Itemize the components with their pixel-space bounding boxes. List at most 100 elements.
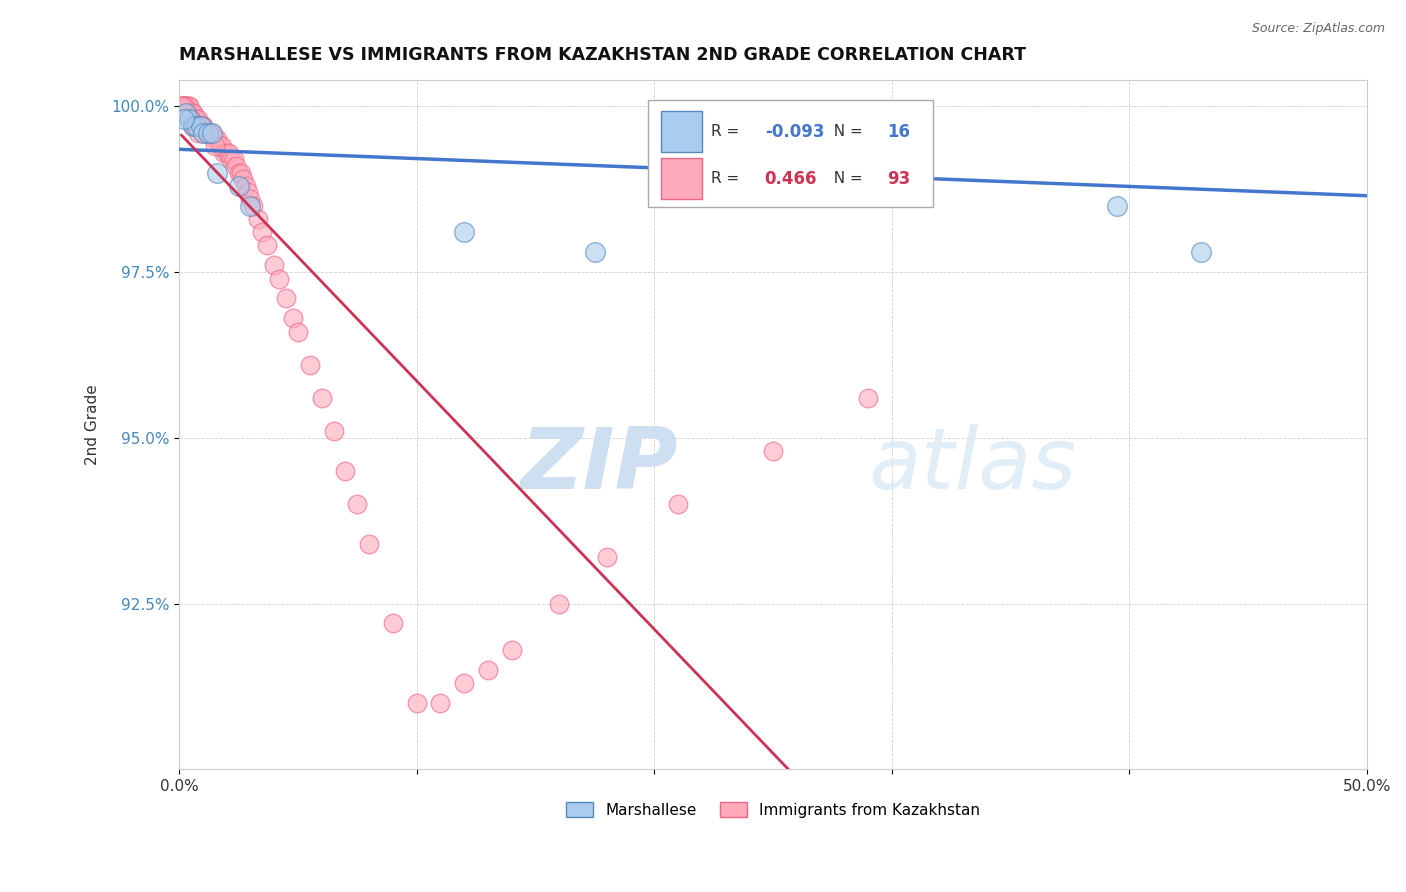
Point: [477, 663, 499, 677]
Text: -0.093: -0.093: [765, 123, 824, 141]
Point: [170, 99, 193, 113]
Point: [174, 105, 197, 120]
Point: [184, 119, 207, 133]
Point: [180, 112, 202, 127]
Point: [183, 112, 205, 127]
Point: [194, 126, 217, 140]
Point: [381, 616, 404, 631]
Point: [208, 139, 231, 153]
Point: [453, 225, 475, 239]
Point: [174, 99, 197, 113]
Point: [856, 391, 879, 405]
Point: [229, 165, 252, 179]
Point: [211, 139, 233, 153]
FancyBboxPatch shape: [661, 159, 702, 199]
Text: atlas: atlas: [868, 425, 1076, 508]
Point: [173, 99, 195, 113]
Point: [359, 537, 381, 551]
Point: [762, 444, 785, 458]
Point: [177, 112, 200, 127]
Point: [287, 325, 309, 339]
Point: [174, 99, 197, 113]
Point: [346, 497, 368, 511]
Point: [173, 112, 195, 127]
Point: [197, 126, 219, 140]
Point: [180, 105, 202, 120]
Text: N =: N =: [824, 171, 868, 186]
Point: [184, 112, 207, 127]
Point: [190, 119, 212, 133]
Point: [191, 126, 214, 140]
Text: 93: 93: [887, 169, 910, 188]
Point: [190, 119, 212, 133]
Point: [666, 497, 689, 511]
Point: [222, 153, 245, 167]
FancyBboxPatch shape: [661, 112, 702, 153]
Point: [548, 597, 571, 611]
Point: [232, 172, 254, 186]
Point: [173, 105, 195, 120]
Point: [236, 186, 259, 200]
Point: [173, 99, 195, 113]
Point: [405, 696, 427, 710]
Text: 16: 16: [887, 123, 910, 141]
Point: [174, 105, 197, 120]
Point: [201, 126, 224, 140]
Text: R =: R =: [711, 171, 744, 186]
Point: [205, 132, 228, 146]
Point: [184, 112, 207, 127]
Point: [191, 119, 214, 133]
Point: [239, 192, 262, 206]
Point: [228, 165, 250, 179]
Point: [215, 145, 238, 160]
Text: MARSHALLESE VS IMMIGRANTS FROM KAZAKHSTAN 2ND GRADE CORRELATION CHART: MARSHALLESE VS IMMIGRANTS FROM KAZAKHSTA…: [179, 46, 1026, 64]
Point: [263, 258, 285, 272]
Point: [177, 99, 200, 113]
Point: [596, 550, 619, 565]
Point: [453, 676, 475, 690]
Point: [173, 99, 195, 113]
Point: [267, 271, 290, 285]
Point: [183, 112, 205, 127]
Point: [187, 126, 209, 140]
Point: [239, 199, 262, 213]
Point: [191, 126, 214, 140]
Point: [197, 126, 219, 140]
Point: [429, 696, 451, 710]
Point: [583, 245, 606, 260]
Point: [173, 99, 195, 113]
Point: [170, 105, 193, 120]
Point: [198, 126, 221, 140]
Point: [235, 178, 257, 193]
Point: [173, 105, 195, 120]
Point: [177, 99, 200, 113]
Point: [183, 119, 205, 133]
Point: [252, 225, 274, 239]
Point: [190, 119, 212, 133]
Point: [177, 112, 200, 127]
Point: [256, 238, 278, 252]
Text: N =: N =: [824, 124, 868, 139]
Point: [180, 105, 202, 120]
Point: [335, 464, 357, 478]
Point: [177, 105, 200, 120]
Point: [174, 105, 197, 120]
Point: [501, 643, 523, 657]
Point: [298, 358, 321, 372]
Text: Source: ZipAtlas.com: Source: ZipAtlas.com: [1251, 22, 1385, 36]
FancyBboxPatch shape: [648, 101, 934, 207]
Point: [191, 119, 214, 133]
Point: [180, 112, 202, 127]
Point: [205, 165, 228, 179]
Text: R =: R =: [711, 124, 744, 139]
Point: [204, 132, 226, 146]
Point: [197, 126, 219, 140]
Point: [242, 199, 264, 213]
Point: [183, 105, 205, 120]
Text: 0.466: 0.466: [765, 169, 817, 188]
Point: [1107, 199, 1129, 213]
Point: [177, 105, 200, 120]
Point: [183, 119, 205, 133]
Point: [218, 145, 240, 160]
Point: [311, 391, 333, 405]
